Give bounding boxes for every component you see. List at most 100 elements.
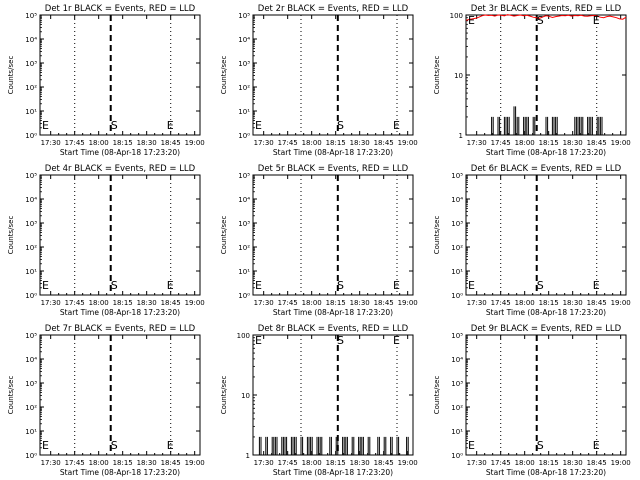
panel-title: Det 7r BLACK = Events, RED = LLD — [45, 324, 196, 334]
x-tick-label: 17:45 — [65, 139, 85, 147]
event-marker-letter: E — [593, 14, 600, 27]
event-marker-letter: S — [537, 439, 544, 452]
x-tick-label: 18:15 — [113, 299, 133, 307]
x-tick-label: 18:30 — [137, 299, 157, 307]
x-axis-label: Start Time (08-Apr-18 17:23:20) — [60, 308, 180, 317]
event-marker-letter: S — [537, 279, 544, 292]
x-tick-label: 18:45 — [374, 139, 394, 147]
x-tick-label: 18:00 — [89, 299, 109, 307]
panel-det-3: Det 3r BLACK = Events, RED = LLD Counts/s… — [433, 4, 631, 157]
x-tick-label: 17:45 — [491, 139, 511, 147]
x-tick-label: 18:15 — [326, 459, 346, 467]
event-marker-letter: E — [468, 279, 475, 292]
y-tick-label: 10⁴ — [238, 196, 250, 204]
x-axis-label: Start Time (08-Apr-18 17:23:20) — [60, 468, 180, 477]
x-tick-label: 17:30 — [41, 459, 61, 467]
x-tick-label: 18:45 — [161, 139, 181, 147]
plot-frame — [252, 174, 414, 296]
x-tick-label: 18:00 — [302, 139, 322, 147]
panel-title: Det 6r BLACK = Events, RED = LLD — [471, 164, 622, 174]
panel-title: Det 5r BLACK = Events, RED = LLD — [258, 164, 409, 174]
plot-frame — [465, 174, 627, 296]
x-tick-label: 18:30 — [350, 299, 370, 307]
plot-frame — [465, 334, 627, 456]
y-tick-label: 10⁰ — [451, 292, 463, 300]
y-tick-label: 10³ — [25, 220, 37, 228]
panel-det-5: Det 5r BLACK = Events, RED = LLD Counts/s… — [220, 164, 418, 317]
event-marker-letter: E — [255, 279, 262, 292]
x-tick-label: 17:45 — [65, 299, 85, 307]
y-tick-label: 10⁰ — [238, 292, 250, 300]
y-tick-label: 10⁰ — [451, 452, 463, 460]
x-tick-label: 18:30 — [137, 459, 157, 467]
event-marker-letter: E — [167, 119, 174, 132]
y-tick-label: 10¹ — [451, 428, 463, 436]
panel-title: Det 2r BLACK = Events, RED = LLD — [258, 4, 409, 14]
y-tick-label: 10 — [454, 72, 463, 80]
x-axis-label: Start Time (08-Apr-18 17:23:20) — [486, 308, 606, 317]
y-axis-label: Counts/sec — [7, 376, 15, 415]
y-tick-label: 10⁴ — [25, 196, 37, 204]
x-tick-label: 18:30 — [137, 139, 157, 147]
y-tick-label: 10⁵ — [238, 172, 250, 180]
x-tick-label: 18:45 — [587, 459, 607, 467]
y-axis-label: Counts/sec — [220, 216, 228, 255]
series-lld-line — [465, 14, 627, 21]
y-axis-label: Counts/sec — [7, 216, 15, 255]
x-tick-label: 17:45 — [278, 459, 298, 467]
x-tick-label: 17:30 — [41, 139, 61, 147]
y-tick-label: 10³ — [25, 60, 37, 68]
x-tick-label: 18:45 — [161, 299, 181, 307]
y-tick-label: 10² — [25, 404, 37, 412]
event-marker-letter: S — [537, 14, 544, 27]
y-tick-label: 10⁵ — [451, 172, 463, 180]
x-axis-label: Start Time (08-Apr-18 17:23:20) — [486, 148, 606, 157]
y-tick-label: 10⁵ — [25, 12, 37, 20]
y-tick-label: 10³ — [238, 60, 250, 68]
event-marker-letter: S — [337, 334, 344, 347]
event-marker-letter: E — [167, 279, 174, 292]
y-tick-label: 10⁵ — [451, 332, 463, 340]
y-tick-label: 100 — [237, 332, 250, 340]
x-tick-label: 18:00 — [302, 299, 322, 307]
y-tick-label: 10³ — [238, 220, 250, 228]
x-tick-label: 19:00 — [398, 139, 418, 147]
panel-title: Det 1r BLACK = Events, RED = LLD — [45, 4, 196, 14]
series-events-spikes — [491, 106, 603, 135]
event-marker-letter: E — [393, 334, 400, 347]
y-tick-label: 10⁰ — [25, 452, 37, 460]
y-tick-label: 10⁵ — [25, 332, 37, 340]
x-tick-label: 18:30 — [563, 299, 583, 307]
x-tick-label: 18:15 — [539, 139, 559, 147]
event-marker-letter: E — [393, 279, 400, 292]
x-tick-label: 18:00 — [515, 299, 535, 307]
x-tick-label: 17:45 — [65, 459, 85, 467]
y-tick-label: 10⁵ — [25, 172, 37, 180]
x-axis-label: Start Time (08-Apr-18 17:23:20) — [273, 148, 393, 157]
event-marker-letter: S — [337, 119, 344, 132]
y-tick-label: 10¹ — [25, 428, 37, 436]
event-marker-letter: E — [255, 119, 262, 132]
y-tick-label: 10⁴ — [451, 196, 463, 204]
y-tick-label: 10² — [451, 244, 463, 252]
y-tick-label: 1 — [459, 132, 463, 140]
y-tick-label: 10¹ — [238, 268, 250, 276]
event-marker-letter: E — [42, 279, 49, 292]
x-tick-label: 18:30 — [563, 459, 583, 467]
y-tick-label: 10² — [451, 404, 463, 412]
y-tick-label: 10² — [238, 244, 250, 252]
y-tick-label: 10⁰ — [238, 132, 250, 140]
plot-frame — [252, 14, 414, 136]
y-tick-label: 10¹ — [25, 268, 37, 276]
y-axis-label: Counts/sec — [7, 56, 15, 95]
panel-title: Det 3r BLACK = Events, RED = LLD — [471, 4, 622, 14]
panel-det-9: Det 9r BLACK = Events, RED = LLD Counts/s… — [433, 324, 631, 477]
x-tick-label: 17:30 — [254, 139, 274, 147]
event-marker-letter: E — [468, 439, 475, 452]
x-tick-label: 17:45 — [491, 299, 511, 307]
x-tick-label: 18:00 — [515, 139, 535, 147]
y-axis-label: Counts/sec — [220, 376, 228, 415]
x-tick-label: 18:15 — [539, 299, 559, 307]
x-axis-label: Start Time (08-Apr-18 17:23:20) — [273, 468, 393, 477]
